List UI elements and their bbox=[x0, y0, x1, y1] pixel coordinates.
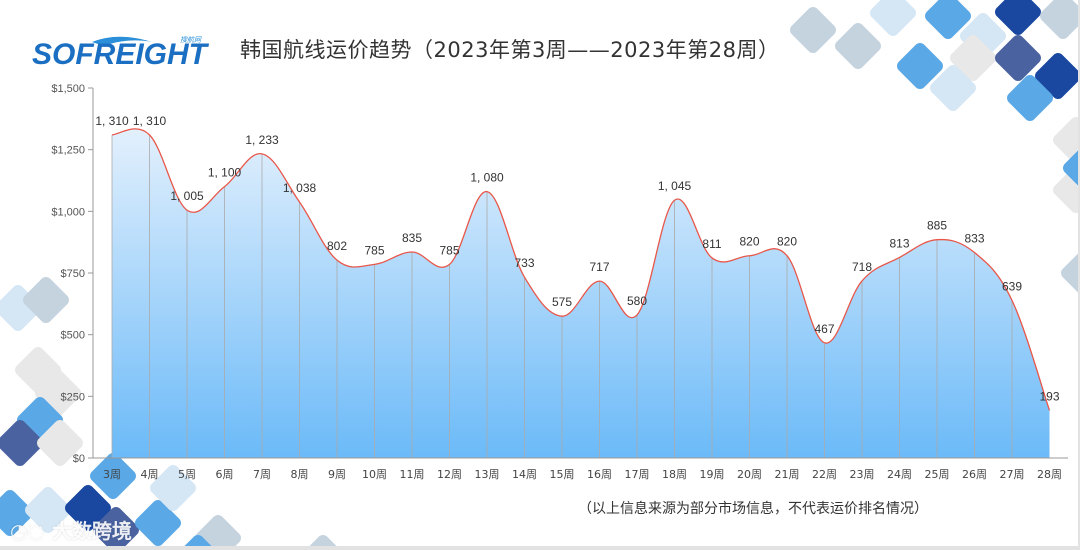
x-tick-label: 12周 bbox=[437, 468, 462, 481]
data-label: 718 bbox=[852, 260, 872, 274]
x-tick-label: 28周 bbox=[1037, 468, 1062, 481]
data-label: 820 bbox=[739, 235, 759, 249]
x-tick-label: 7周 bbox=[253, 468, 271, 481]
y-tick-label: $1,000 bbox=[51, 206, 85, 218]
watermark-logo-icon: ◔◌ bbox=[10, 519, 52, 543]
data-label: 802 bbox=[327, 239, 347, 253]
watermark-text: 大数跨境 bbox=[51, 519, 132, 543]
x-axis: 3周 4周 5周 6周 7周 8周 9周 10周 11周 12周 13周 14周 15周 16周 17周 18… bbox=[93, 457, 1068, 481]
x-tick-label: 9周 bbox=[328, 468, 346, 481]
data-label: 1, 310 bbox=[133, 114, 167, 128]
y-tick-label: $500 bbox=[61, 330, 85, 342]
drop-lines bbox=[111, 134, 1013, 458]
x-tick-label: 21周 bbox=[775, 468, 800, 481]
sofreight-logo: SOFREIGHT 搜航网 bbox=[32, 34, 212, 71]
data-label: 833 bbox=[964, 232, 984, 246]
y-tick-label: $750 bbox=[61, 268, 85, 280]
y-tick-label: $1,250 bbox=[51, 145, 85, 157]
x-tick-label: 10周 bbox=[362, 468, 387, 481]
x-tick-label: 24周 bbox=[887, 468, 912, 481]
data-label: 1, 005 bbox=[170, 189, 204, 203]
area-fill bbox=[112, 128, 1050, 458]
data-label: 1, 080 bbox=[470, 171, 504, 185]
x-tick-label: 3周 bbox=[103, 468, 121, 481]
y-axis: $0 $250 $500 $750 $1,000 $1,250 $1,500 bbox=[51, 83, 94, 465]
data-label: 1, 310 bbox=[95, 114, 129, 128]
x-tick-label: 19周 bbox=[700, 468, 725, 481]
chart-title: 韩国航线运价趋势（2023年第3周——2023年第28周） bbox=[240, 38, 780, 62]
x-tick-label: 26周 bbox=[962, 468, 987, 481]
y-tick-label: $1,500 bbox=[51, 83, 85, 95]
data-labels: 1, 310 1, 310 1, 005 1, 100 1, 233 1, 038 802 7… bbox=[95, 114, 1060, 404]
x-tick-label: 15周 bbox=[550, 468, 575, 481]
x-tick-label: 16周 bbox=[587, 468, 612, 481]
data-label: 1, 045 bbox=[658, 179, 692, 193]
x-tick-label: 14周 bbox=[512, 468, 537, 481]
x-tick-label: 13周 bbox=[475, 468, 500, 481]
data-label: 575 bbox=[552, 295, 572, 309]
x-tick-label: 18周 bbox=[662, 468, 687, 481]
x-tick-label: 22周 bbox=[812, 468, 837, 481]
data-label: 1, 233 bbox=[245, 133, 279, 147]
source-note: （以上信息来源为部分市场信息，不代表运价排名情况） bbox=[578, 501, 928, 517]
data-label: 733 bbox=[514, 256, 534, 270]
data-label: 811 bbox=[702, 237, 721, 251]
y-tick-label: $250 bbox=[61, 391, 85, 403]
x-tick-label: 20周 bbox=[737, 468, 762, 481]
data-label: 785 bbox=[439, 243, 459, 257]
logo-text: SOFREIGHT bbox=[32, 38, 210, 68]
x-tick-label: 8周 bbox=[291, 468, 309, 481]
logo-subtext: 搜航网 bbox=[180, 36, 202, 44]
data-label: 813 bbox=[889, 236, 909, 250]
data-label: 885 bbox=[927, 219, 947, 233]
x-tick-label: 25周 bbox=[925, 468, 950, 481]
data-label: 1, 100 bbox=[208, 166, 242, 180]
y-tick-label: $0 bbox=[73, 453, 85, 465]
data-label: 1, 038 bbox=[283, 181, 317, 195]
x-tick-label: 27周 bbox=[1000, 468, 1025, 481]
data-label: 639 bbox=[1002, 279, 1022, 293]
data-label: 835 bbox=[402, 231, 422, 245]
x-tick-label: 11周 bbox=[400, 468, 425, 481]
data-label: 193 bbox=[1039, 389, 1059, 403]
x-tick-label: 6周 bbox=[216, 468, 234, 481]
x-tick-label: 17周 bbox=[625, 468, 650, 481]
data-label: 580 bbox=[627, 294, 647, 308]
data-label: 467 bbox=[814, 322, 834, 336]
x-tick-label: 5周 bbox=[178, 468, 196, 481]
data-label: 820 bbox=[777, 235, 797, 249]
price-line bbox=[111, 128, 1051, 411]
x-tick-label: 4周 bbox=[141, 468, 159, 481]
x-tick-label: 23周 bbox=[850, 468, 875, 481]
data-label: 717 bbox=[589, 260, 609, 274]
watermark: ◔◌ 大数跨境 bbox=[10, 515, 132, 544]
data-label: 785 bbox=[364, 243, 384, 257]
